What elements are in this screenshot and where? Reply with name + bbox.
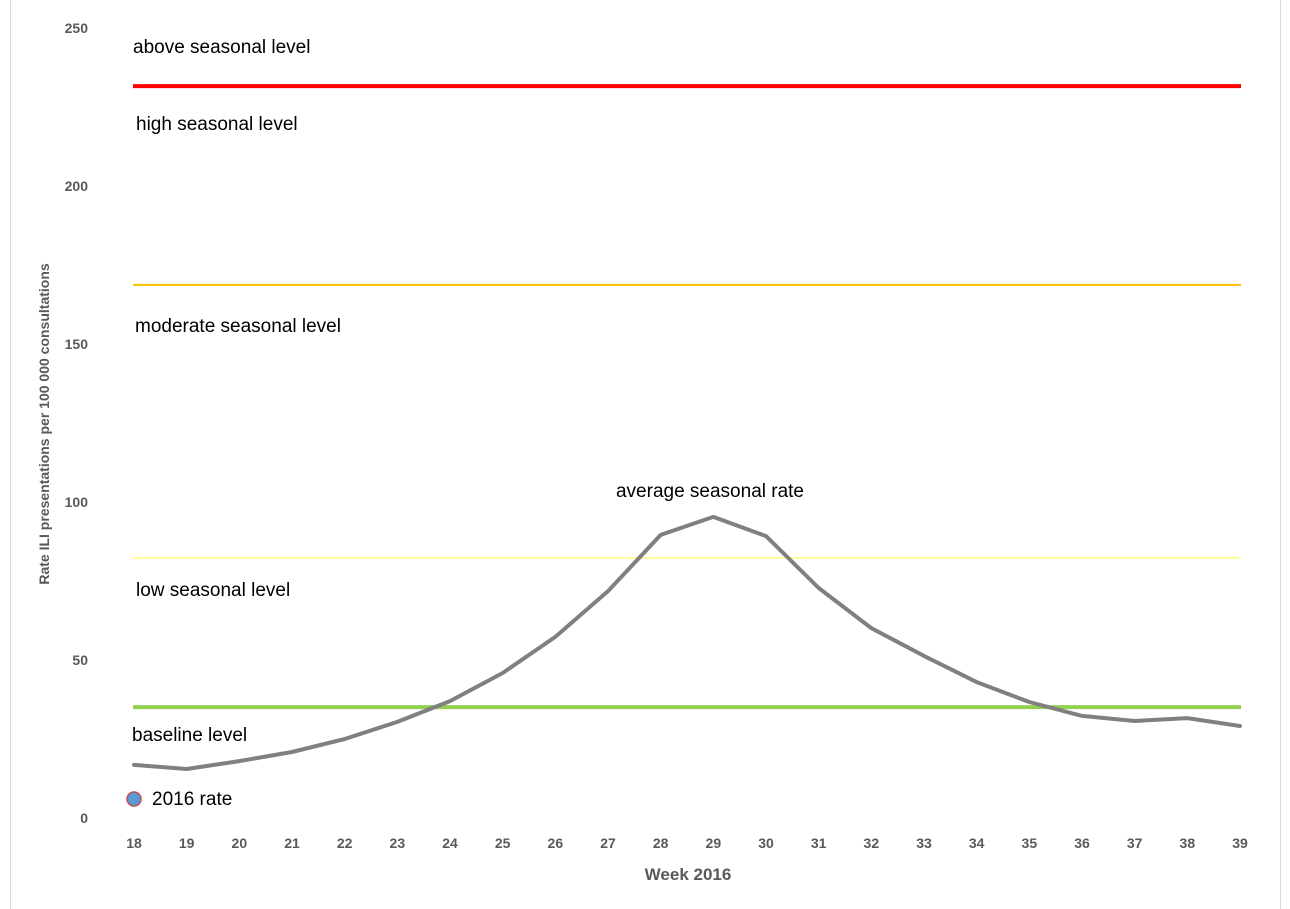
- y-tick-label: 150: [65, 336, 89, 352]
- x-tick-label: 32: [864, 835, 880, 851]
- series-layer: [132, 514, 1242, 771]
- x-tick-label: 38: [1180, 835, 1196, 851]
- x-tick-label: 33: [916, 835, 932, 851]
- y-tick-label: 100: [65, 494, 89, 510]
- x-tick-label: 25: [495, 835, 511, 851]
- x-tick-label: 21: [284, 835, 300, 851]
- x-tick-label: 35: [1022, 835, 1038, 851]
- x-tick-label: 28: [653, 835, 669, 851]
- y-tick-label: 200: [65, 178, 89, 194]
- x-tick-label: 19: [179, 835, 195, 851]
- x-tick-label: 39: [1232, 835, 1248, 851]
- zone-label: low seasonal level: [136, 580, 290, 601]
- y-tick-label: 0: [80, 810, 88, 826]
- zone-labels: above seasonal level high seasonal level m…: [132, 37, 341, 746]
- x-tick-label: 30: [758, 835, 774, 851]
- legend-label-2016-rate: 2016 rate: [152, 789, 232, 810]
- zone-label: moderate seasonal level: [135, 316, 341, 337]
- x-axis-tick-labels: 18 19 20 21 22 23 24 25 26 27 28 29 30 31 32 33 34 35 36 37…: [126, 835, 1248, 851]
- x-tick-label: 23: [390, 835, 406, 851]
- x-tick-label: 37: [1127, 835, 1143, 851]
- x-tick-label: 31: [811, 835, 827, 851]
- x-tick-label: 22: [337, 835, 353, 851]
- x-tick-label: 26: [548, 835, 564, 851]
- x-tick-label: 34: [969, 835, 985, 851]
- legend-marker-2016-rate: [126, 791, 142, 807]
- y-axis-tick-labels: 0 50 100 150 200 250: [65, 20, 89, 826]
- y-axis-title: Rate ILI presentations per 100 000 consu…: [36, 263, 52, 585]
- y-tick-label: 50: [72, 652, 88, 668]
- x-tick-label: 24: [442, 835, 458, 851]
- x-tick-label: 18: [126, 835, 142, 851]
- threshold-lines: [133, 84, 1241, 710]
- series-line-average-seasonal-rate: [132, 514, 1242, 771]
- series-label-average-seasonal-rate: average seasonal rate: [616, 481, 804, 502]
- zone-label: above seasonal level: [133, 37, 310, 58]
- x-tick-label: 29: [706, 835, 722, 851]
- x-axis-title: Week 2016: [645, 865, 732, 884]
- zone-label: baseline level: [132, 725, 247, 746]
- x-tick-label: 20: [232, 835, 248, 851]
- chart-border: [10, 0, 1281, 909]
- zone-label: high seasonal level: [136, 114, 298, 135]
- y-tick-label: 250: [65, 20, 89, 36]
- x-tick-label: 27: [600, 835, 616, 851]
- x-tick-label: 36: [1074, 835, 1090, 851]
- legend: 2016 rate: [126, 789, 232, 810]
